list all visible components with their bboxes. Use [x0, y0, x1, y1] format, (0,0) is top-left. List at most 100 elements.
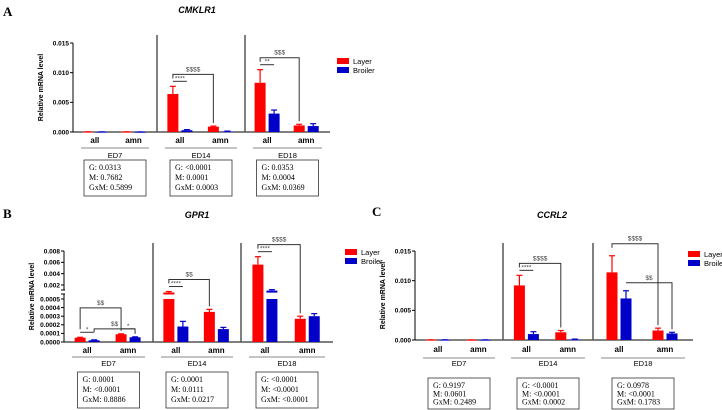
stats-line: M: <0.0001: [617, 389, 655, 398]
layer-bar: [606, 272, 618, 340]
layer-bar: [293, 125, 305, 132]
stats-line: M: 0.0601: [433, 389, 466, 398]
stats-box: [427, 377, 491, 410]
layer-legend-swatch: [345, 249, 357, 255]
group-label: ED7: [452, 359, 467, 368]
x-category-label: all: [171, 346, 180, 355]
y-tick-label: 0.0001: [40, 331, 60, 338]
y-tick-label: 0.0000: [40, 339, 60, 346]
axis-break: [61, 290, 67, 294]
bracket-sig-line: [93, 328, 136, 334]
x-category-label: amn: [560, 345, 577, 354]
stats-box: [516, 377, 580, 410]
panel-letter: A: [3, 4, 13, 19]
x-category-label: amn: [299, 346, 316, 355]
stats-line: GxM: 0.2489: [433, 398, 476, 407]
bracket-sig-line: [257, 244, 301, 314]
broiler-legend-label: Broiler: [361, 257, 383, 266]
stats-line: M: <0.0001: [83, 385, 121, 394]
broiler-legend-swatch: [337, 67, 349, 73]
group-label: ED18: [278, 359, 297, 368]
y-axis-label: Relative mRNA level: [29, 263, 36, 330]
stats-box: [255, 371, 319, 409]
bracket-sig-line: [611, 243, 659, 326]
y-axis-label: Relative mRNA level: [380, 262, 387, 329]
x-category-label: amn: [212, 136, 229, 145]
bracket-sig-line: [79, 307, 122, 331]
stats-line: G: 0.9197: [433, 381, 465, 390]
broiler-bar: [268, 113, 280, 132]
panel-c: C CCRL2 0.000 0.005 0.010 0.015 Relative mRNA …: [372, 204, 722, 410]
stats-line: GxM: 0.8886: [83, 395, 126, 404]
layer-bar: [294, 318, 306, 342]
x-category-label: all: [260, 346, 269, 355]
layer-bar: [207, 126, 219, 132]
broiler-bar: [217, 329, 229, 342]
significance-label: $$$$: [533, 255, 548, 262]
x-category-label: all: [615, 345, 624, 354]
y-tick-label: 0.006: [44, 260, 61, 267]
layer-legend-label: Layer: [361, 248, 380, 257]
stats-box: [256, 159, 319, 197]
broiler-bar: [308, 316, 320, 342]
panel-letter: B: [3, 206, 12, 221]
layer-legend-label: Layer: [353, 57, 372, 66]
stats-line: G: <0.0001: [522, 381, 559, 390]
broiler-bar-cap: [266, 290, 278, 293]
stats-line: G: 0.0978: [617, 381, 649, 390]
bracket-sig-line: [172, 73, 214, 124]
layer-legend-swatch: [337, 58, 349, 64]
x-category-label: amn: [120, 346, 137, 355]
group-label: ED18: [278, 151, 297, 160]
y-tick-label: 0.015: [395, 248, 412, 255]
stats-line: G: 0.0001: [171, 375, 203, 384]
stats-line: M: 0.0111: [171, 385, 204, 394]
stats-box: [77, 371, 140, 409]
x-category-label: all: [83, 346, 92, 355]
layer-bar: [163, 299, 175, 342]
chart-title: GPR1: [185, 210, 210, 220]
broiler-legend-label: Broiler: [353, 66, 375, 75]
x-category-label: all: [522, 345, 531, 354]
significance-label: $$: [186, 272, 194, 279]
stats-line: GxM: 0.0003: [175, 183, 218, 192]
stats-line: G: 0.0001: [83, 375, 115, 384]
broiler-bar: [666, 333, 678, 340]
significance-label: **: [265, 59, 271, 66]
stats-line: M: 0.0004: [262, 173, 295, 182]
y-tick-label: 0.0002: [40, 322, 60, 329]
broiler-bar: [181, 130, 193, 132]
chart-title: CCRL2: [537, 210, 567, 220]
significance-label: $$: [97, 300, 105, 307]
stats-line: G: 0.0353: [262, 163, 294, 172]
stats-box: [165, 371, 229, 409]
y-tick-label: 0.010: [395, 278, 412, 285]
broiler-bar: [88, 340, 100, 342]
significance-label: ****: [171, 281, 182, 288]
y-tick-label: 0.005: [395, 308, 412, 315]
significance-label: ****: [175, 75, 186, 82]
y-tick-label: 0.0004: [40, 305, 60, 312]
stats-line: GxM: 0.5899: [89, 183, 132, 192]
y-tick-label: 0.010: [53, 70, 70, 77]
stats-line: GxM: 0.1783: [617, 398, 660, 407]
x-category-label: amn: [298, 136, 315, 145]
layer-bar: [254, 82, 266, 132]
broiler-bar: [129, 337, 141, 342]
x-category-label: amn: [470, 345, 487, 354]
layer-bar: [252, 264, 264, 342]
stats-box: [611, 377, 675, 410]
significance-label: $$$$: [272, 237, 287, 244]
significance-label: $$$$: [186, 66, 201, 73]
x-category-label: all: [263, 136, 272, 145]
stats-line: M: <0.0001: [522, 389, 560, 398]
layer-bar: [555, 332, 567, 340]
group-label: ED18: [634, 359, 653, 368]
layer-bar: [167, 94, 179, 132]
